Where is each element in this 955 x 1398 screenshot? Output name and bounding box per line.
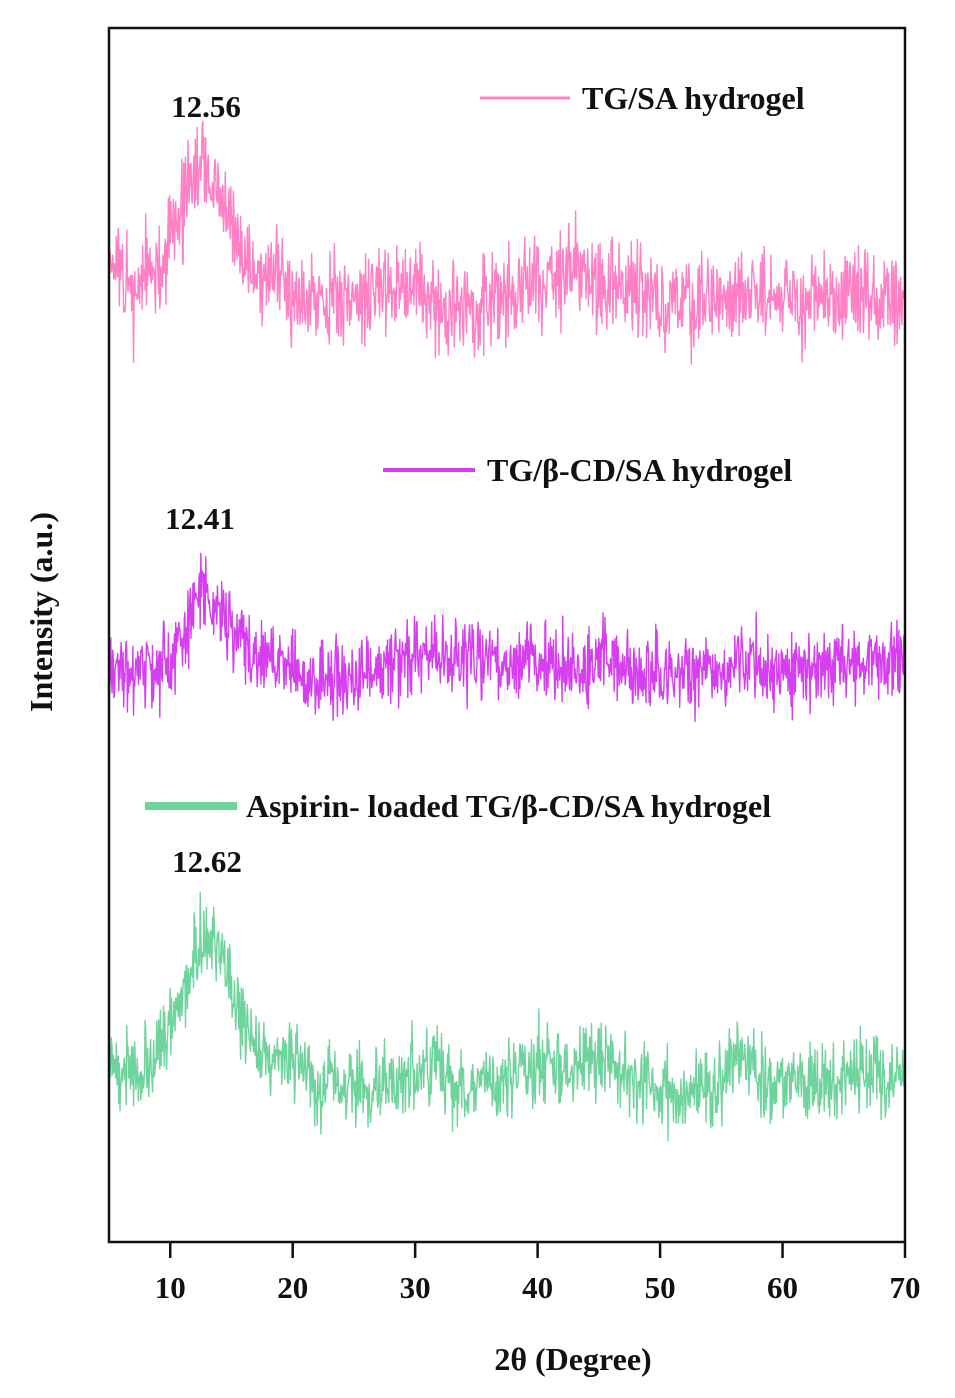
legend-entry-2: Aspirin- loaded TG/β-CD/SA hydrogel <box>145 788 771 824</box>
x-tick-label: 20 <box>277 1270 308 1305</box>
peak-label-1: 12.41 <box>165 501 235 536</box>
legend-label-0: TG/SA hydrogel <box>582 80 805 116</box>
series-line-0 <box>108 120 906 365</box>
peak-label-0: 12.56 <box>171 89 241 124</box>
x-tick-label: 70 <box>890 1270 921 1305</box>
legend-entry-1: TG/β-CD/SA hydrogel <box>383 452 792 488</box>
x-tick-label: 30 <box>400 1270 431 1305</box>
y-axis-label: Intensity (a.u.) <box>23 512 59 712</box>
x-axis: 10 20 30 40 50 60 70 <box>155 1242 921 1305</box>
legend-entry-0: TG/SA hydrogel <box>480 80 805 116</box>
plot-frame <box>107 26 907 1244</box>
x-tick-label: 50 <box>645 1270 676 1305</box>
x-tick-label: 60 <box>767 1270 798 1305</box>
legend-label-2: Aspirin- loaded TG/β-CD/SA hydrogel <box>246 788 771 824</box>
legend-label-1: TG/β-CD/SA hydrogel <box>487 452 792 488</box>
traces <box>108 120 906 1142</box>
x-axis-label: 2θ (Degree) <box>494 1341 651 1377</box>
series-line-1 <box>108 552 906 723</box>
x-tick-label: 10 <box>155 1270 186 1305</box>
x-tick-label: 40 <box>522 1270 553 1305</box>
peak-label-2: 12.62 <box>172 844 242 879</box>
series-line-2 <box>108 891 906 1142</box>
